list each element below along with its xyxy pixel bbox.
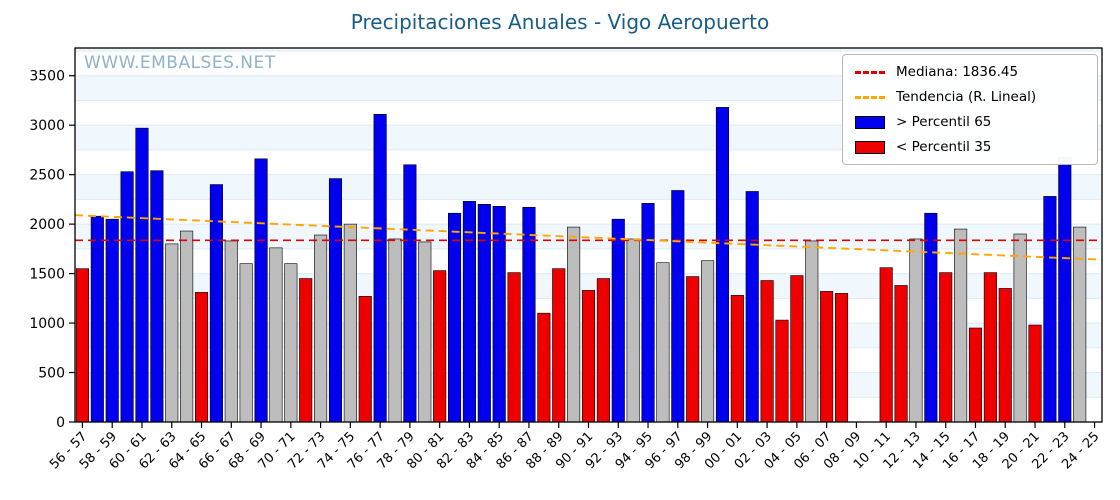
median-dashed-line-icon xyxy=(855,70,885,74)
legend-item-trend: Tendencia (R. Lineal) xyxy=(855,89,1083,105)
chart-title: Precipitaciones Anuales - Vigo Aeropuert… xyxy=(350,10,770,34)
legend-label-p65: > Percentil 65 xyxy=(896,114,992,130)
watermark: WWW.EMBALSES.NET xyxy=(84,53,276,73)
svg-text:1500: 1500 xyxy=(29,267,65,283)
legend-item-p35: < Percentil 35 xyxy=(855,139,1083,155)
svg-text:0: 0 xyxy=(56,415,65,431)
svg-text:3500: 3500 xyxy=(29,69,65,85)
legend-label-p35: < Percentil 35 xyxy=(896,139,992,155)
legend-item-p65: > Percentil 65 xyxy=(855,114,1083,130)
trend-dashed-line-icon xyxy=(855,95,885,99)
svg-text:3000: 3000 xyxy=(29,118,65,134)
legend-label-median: Mediana: 1836.45 xyxy=(896,64,1019,80)
p65-swatch-icon xyxy=(855,115,885,129)
svg-text:1000: 1000 xyxy=(29,316,65,332)
svg-text:2500: 2500 xyxy=(29,168,65,184)
legend: Mediana: 1836.45 Tendencia (R. Lineal) >… xyxy=(842,54,1098,165)
legend-item-median: Mediana: 1836.45 xyxy=(855,64,1083,80)
p35-swatch-icon xyxy=(855,140,885,154)
svg-text:2000: 2000 xyxy=(29,217,65,233)
legend-label-trend: Tendencia (R. Lineal) xyxy=(896,89,1037,105)
svg-text:500: 500 xyxy=(38,366,65,382)
